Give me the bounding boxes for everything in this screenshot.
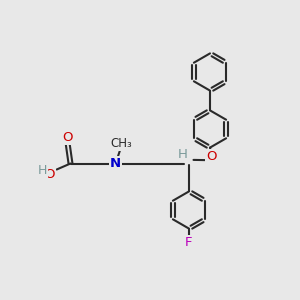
Text: N: N (110, 157, 121, 170)
Text: O: O (44, 167, 55, 181)
Text: H: H (37, 164, 47, 177)
Text: O: O (62, 130, 73, 144)
Text: H: H (178, 148, 187, 161)
Text: F: F (185, 236, 193, 250)
Text: CH₃: CH₃ (110, 136, 132, 150)
Text: O: O (206, 150, 217, 163)
